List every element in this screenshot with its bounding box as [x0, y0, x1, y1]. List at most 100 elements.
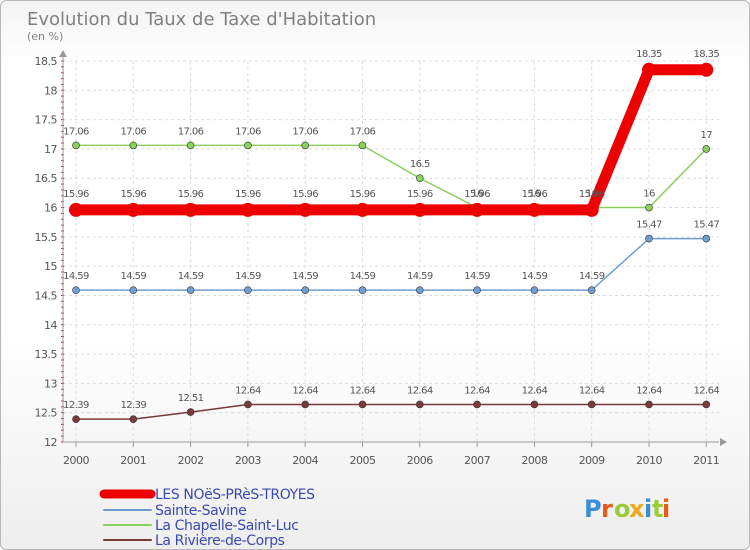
- series-point-1: [301, 286, 310, 294]
- data-label-0: 15.96: [350, 189, 376, 200]
- data-label-3: 12.39: [120, 400, 146, 411]
- series-point-3: [587, 400, 596, 409]
- data-label-2: 17.06: [292, 126, 318, 137]
- y-tick-label: 17.5: [35, 114, 58, 127]
- brand-letter: r: [601, 495, 613, 523]
- data-label-2: 16: [586, 189, 598, 200]
- series-point-0: [240, 202, 255, 217]
- legend-label-2: La Chapelle-Saint-Luc: [155, 518, 299, 534]
- series-point-0: [69, 202, 83, 217]
- data-label-3: 12.64: [235, 385, 261, 396]
- series-point-0: [584, 202, 599, 217]
- data-label-1: 14.59: [579, 271, 605, 282]
- data-label-1: 14.59: [178, 271, 204, 282]
- y-tick-label: 18.5: [35, 55, 58, 68]
- data-label-2: 17: [701, 130, 713, 141]
- series-point-1: [645, 234, 653, 243]
- x-tick-label: 2004: [292, 454, 318, 467]
- data-label-2: 17.06: [120, 126, 146, 137]
- y-tick-label: 15.5: [35, 231, 58, 244]
- series-point-1: [72, 286, 80, 294]
- series-line-2: [75, 144, 708, 209]
- data-label-0: 18.35: [636, 49, 662, 60]
- series-point-0: [699, 62, 714, 77]
- data-label-0: 15.96: [407, 189, 433, 200]
- data-label-0: 15.96: [464, 189, 490, 200]
- series-point-2: [415, 174, 424, 183]
- data-label-0: 15.96: [292, 189, 318, 200]
- series-point-3: [645, 400, 653, 409]
- series-point-0: [470, 202, 485, 217]
- x-axis-arrow: [720, 438, 727, 446]
- series-point-1: [473, 286, 481, 294]
- series-layer: [69, 62, 714, 423]
- series-point-2: [72, 141, 80, 150]
- series-point-2: [645, 203, 653, 212]
- data-label-2: 16: [471, 189, 483, 200]
- data-label-3: 12.64: [407, 385, 433, 396]
- series-point-3: [244, 400, 252, 409]
- series-point-0: [355, 202, 370, 217]
- data-label-0: 15.96: [522, 189, 548, 200]
- series-line-3: [75, 403, 708, 420]
- data-label-1: 14.59: [235, 271, 261, 282]
- x-tick-label: 2008: [521, 454, 547, 467]
- data-label-2: 17.06: [178, 126, 204, 137]
- x-tick-label: 2007: [464, 454, 490, 467]
- series-point-1: [587, 286, 596, 294]
- data-label-3: 12.64: [693, 385, 719, 396]
- series-line-1: [75, 237, 708, 291]
- y-tick-label: 17: [44, 143, 57, 156]
- data-label-2: 16: [529, 189, 541, 200]
- data-label-3: 12.64: [464, 385, 490, 396]
- series-point-0: [642, 62, 656, 77]
- brand-letter: o: [614, 495, 631, 523]
- data-label-3: 12.64: [636, 385, 662, 396]
- series-point-1: [186, 286, 195, 294]
- y-tick-label: 13: [44, 377, 57, 390]
- series-point-3: [530, 400, 539, 409]
- data-label-3: 12.64: [579, 385, 605, 396]
- series-point-3: [301, 400, 310, 409]
- data-label-3: 12.39: [63, 400, 89, 411]
- series-point-1: [244, 286, 252, 294]
- series-point-1: [358, 286, 367, 294]
- x-tick-label: 2002: [178, 454, 204, 467]
- series-point-3: [358, 400, 367, 409]
- data-label-3: 12.64: [350, 385, 376, 396]
- data-label-1: 14.59: [120, 271, 146, 282]
- series-point-0: [126, 202, 141, 217]
- data-label-1: 14.59: [63, 271, 89, 282]
- y-tick-label: 15: [44, 260, 57, 273]
- y-tick-label: 18: [44, 84, 57, 97]
- chart-title: Evolution du Taux de Taxe d'Habitation: [27, 9, 376, 30]
- data-label-1: 14.59: [522, 271, 548, 282]
- x-tick-label: 2010: [636, 454, 662, 467]
- x-tick-label: 2001: [120, 454, 146, 467]
- series-line-0: [70, 64, 712, 216]
- x-tick-label: 2006: [407, 454, 433, 467]
- y-tick-label: 14: [44, 319, 57, 332]
- series-point-0: [527, 202, 542, 217]
- series-point-1: [129, 286, 138, 294]
- legend-label-3: La Rivière-de-Corps: [155, 533, 285, 549]
- data-label-1: 14.59: [350, 271, 376, 282]
- data-label-1: 15.47: [693, 220, 719, 231]
- data-label-2: 16.5: [410, 159, 430, 170]
- series-point-2: [358, 141, 367, 150]
- series-point-0: [183, 202, 198, 217]
- y-tick-label: 16.5: [35, 172, 58, 185]
- brand-letter: i: [644, 495, 652, 523]
- y-tick-label: 13.5: [35, 348, 58, 361]
- data-label-3: 12.51: [178, 393, 204, 404]
- data-label-2: 17.06: [350, 126, 376, 137]
- grid: [63, 60, 719, 443]
- data-labels: 15.96 15.96 15.96 15.96 15.96 15.96 15.96 15.96…: [63, 49, 720, 411]
- series-point-0: [412, 202, 427, 217]
- brand-letter: i: [662, 495, 670, 523]
- series-point-2: [702, 145, 711, 153]
- data-label-1: 14.59: [464, 271, 490, 282]
